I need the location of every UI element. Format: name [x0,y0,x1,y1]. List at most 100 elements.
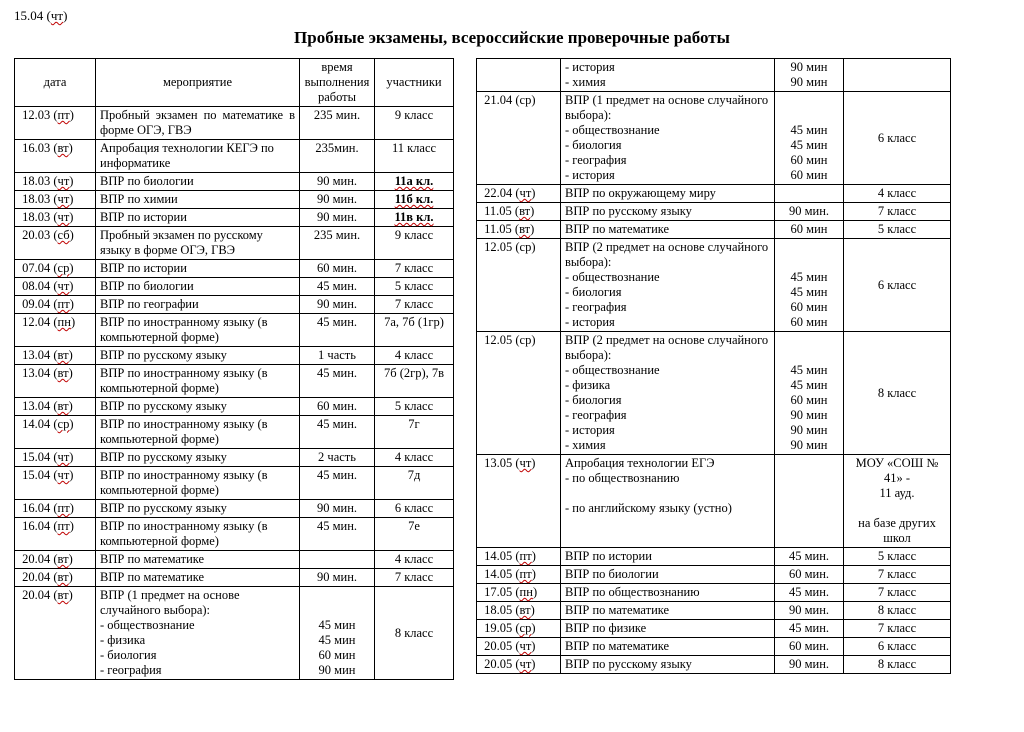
block-time: 45 мин [779,123,839,138]
table-row: 18.03 (чт)ВПР по химии90 мин.11б кл. [15,191,454,209]
hdr-event: мероприятие [96,59,300,107]
time-cell: 45 мин. [775,620,844,638]
block-line: - физика [565,378,770,393]
table-row: 11.05 (вт)ВПР по русскому языку90 мин.7 … [477,203,951,221]
event-cell: ВПР по иностранному языку (в компьютерно… [96,416,300,449]
time-cell: 45 мин. [300,518,375,551]
part-text: 11б кл. [395,192,434,206]
date-cell: 13.05 (чт) [477,455,561,548]
time-cell: 60 мин [775,221,844,239]
event-cell: ВПР по географии [96,296,300,314]
part-cell: 11в кл. [375,209,454,227]
block-time: 90 мин [779,423,839,438]
day-abbr: пт [58,297,70,311]
table-row: 12.03 (пт)Пробный экзамен по математике … [15,107,454,140]
table-row: 18.05 (вт)ВПР по математике90 мин.8 клас… [477,602,951,620]
date-cell: 13.04 (вт) [15,347,96,365]
day-abbr: вт [58,552,69,566]
event-cell: ВПР по математике [561,602,775,620]
table-row: 15.04 (чт)ВПР по русскому языку2 часть4 … [15,449,454,467]
date-cell: 11.05 (вт) [477,221,561,239]
block-line: - биология [565,138,770,153]
part-cell: 7 класс [844,620,951,638]
day-abbr: вт [58,141,69,155]
date-cell: 12.05 (ср) [477,239,561,332]
event-cell: ВПР по математике [561,221,775,239]
day-abbr: пт [58,501,70,515]
time-cell: 60 мин. [300,260,375,278]
event-cell: ВПР по истории [96,260,300,278]
event-cell: ВПР по русскому языку [561,656,775,674]
block-line: - обществознание [565,123,770,138]
table-row: 16.04 (пт)ВПР по русскому языку90 мин.6 … [15,500,454,518]
block-time: 45 мин [304,618,370,633]
date-cell: 15.04 (чт) [15,467,96,500]
part-cell: 7 класс [375,569,454,587]
block-line: Апробация технологии ЕГЭ [565,456,770,471]
day-abbr: вт [519,222,530,236]
day-abbr: чт [58,210,70,224]
date-cell: 14.05 (пт) [477,566,561,584]
part-cell: 7 класс [844,566,951,584]
day-abbr: вт [58,588,69,602]
left-header-row: дата мероприятие время выполнения работы… [15,59,454,107]
day-abbr: ср [58,417,70,431]
time-cell: 60 мин. [775,566,844,584]
event-cell: ВПР по истории [96,209,300,227]
event-cell: Пробный экзамен по русскому языку в форм… [96,227,300,260]
table-row: 13.04 (вт)ВПР по русскому языку1 часть4 … [15,347,454,365]
table-row: 22.04 (чт)ВПР по окружающему миру4 класс [477,185,951,203]
event-cell: ВПР по истории [561,548,775,566]
part-line: на базе других школ [848,516,946,546]
date-cell: 12.04 (пн) [15,314,96,347]
block-time: 45 мин [779,378,839,393]
event-cell: ВПР по математике [96,551,300,569]
event-cell: ВПР (1 предмет на основе случайного выбо… [96,587,300,680]
table-row: 08.04 (чт)ВПР по биологии45 мин.5 класс [15,278,454,296]
day-abbr: вт [519,204,530,218]
table-row: 12.04 (пн)ВПР по иностранному языку (в к… [15,314,454,347]
time-cell: 90 мин. [300,296,375,314]
event-cell: ВПР по русскому языку [96,449,300,467]
table-row: 09.04 (пт)ВПР по географии90 мин.7 класс [15,296,454,314]
part-cell: 5 класс [844,221,951,239]
day-abbr: пт [58,108,70,122]
part-cell: 6 класс [375,500,454,518]
date-cell: 15.04 (чт) [15,449,96,467]
block-time: 90 мин [779,438,839,453]
block-line: - химия [565,75,770,90]
event-cell: ВПР по русскому языку [96,347,300,365]
event-cell: ВПР по обществознанию [561,584,775,602]
date-cell: 12.03 (пт) [15,107,96,140]
event-cell: - история- химия [561,59,775,92]
part-cell: 6 класс [844,92,951,185]
part-cell: 4 класс [375,449,454,467]
block-line: - география [100,663,295,678]
event-cell: ВПР по биологии [561,566,775,584]
event-cell: Апробация технологии ЕГЭ- по обществозна… [561,455,775,548]
date-cell: 11.05 (вт) [477,203,561,221]
hdr-part: участники [375,59,454,107]
day-abbr: вт [520,603,531,617]
date-cell [477,59,561,92]
table-row: 20.03 (сб)Пробный экзамен по русскому яз… [15,227,454,260]
date-cell: 13.04 (вт) [15,365,96,398]
date-cell: 07.04 (ср) [15,260,96,278]
block-line: - история [565,315,770,330]
top-date-close: ) [63,8,67,23]
block-intro: ВПР (2 предмет на основе случайного выбо… [565,240,770,270]
top-date-abbr: чт [51,8,63,23]
block-line: - история [565,60,770,75]
time-cell: 90 мин. [300,173,375,191]
part-cell: 7а, 7б (1гр) [375,314,454,347]
part-cell: 6 класс [844,638,951,656]
block-line: - история [565,423,770,438]
time-cell: 45 мин45 мин60 мин60 мин [775,239,844,332]
table-row: 21.04 (ср)ВПР (1 предмет на основе случа… [477,92,951,185]
block-line: - обществознание [565,363,770,378]
day-abbr: ср [58,261,70,275]
block-time: 45 мин [779,363,839,378]
day-abbr: пт [520,567,532,581]
part-cell: 8 класс [375,587,454,680]
date-cell: 18.03 (чт) [15,209,96,227]
